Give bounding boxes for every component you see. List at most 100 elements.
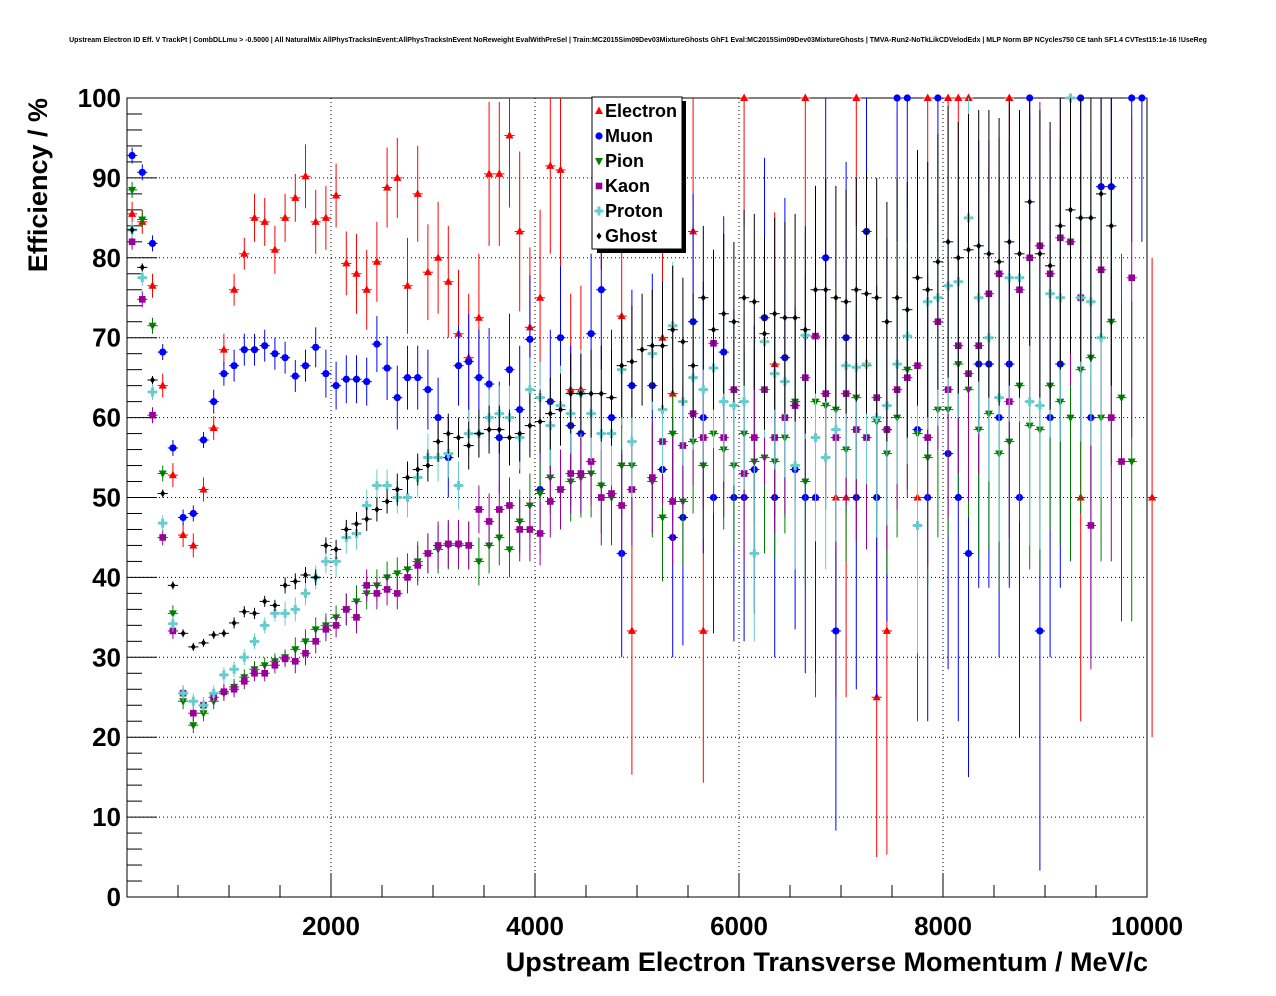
data-point — [588, 390, 594, 398]
legend-marker-ghost — [596, 232, 602, 240]
data-point — [415, 466, 421, 474]
data-point — [424, 550, 432, 557]
legend-marker-electron — [595, 106, 603, 114]
data-point — [660, 342, 665, 350]
data-point — [1128, 274, 1135, 282]
data-point — [424, 386, 432, 394]
data-point — [281, 354, 289, 362]
data-point — [241, 608, 247, 616]
data-point — [1025, 397, 1035, 407]
data-point — [741, 294, 747, 302]
data-point — [405, 474, 410, 482]
data-point — [954, 493, 962, 502]
data-point — [751, 298, 757, 306]
data-point — [731, 318, 737, 326]
data-point — [668, 430, 677, 439]
data-point — [220, 688, 228, 695]
data-point — [372, 257, 381, 265]
data-point — [404, 574, 411, 581]
data-point — [474, 558, 483, 566]
legend-box — [591, 96, 683, 250]
data-point — [240, 249, 249, 257]
data-point — [271, 661, 279, 669]
data-point — [801, 93, 810, 101]
data-point — [250, 346, 259, 354]
data-point — [749, 548, 759, 558]
data-point — [272, 601, 278, 609]
data-point — [312, 638, 319, 645]
data-point — [290, 604, 300, 614]
data-point — [1037, 250, 1043, 258]
data-point — [445, 430, 451, 438]
data-point — [954, 93, 963, 101]
data-point — [925, 286, 931, 294]
data-point — [831, 425, 841, 435]
data-point — [853, 286, 859, 294]
data-point — [252, 609, 257, 617]
data-point — [301, 171, 310, 180]
data-point — [496, 426, 502, 434]
data-point — [291, 372, 299, 380]
data-point — [456, 434, 461, 442]
data-point — [832, 627, 840, 635]
data-point — [333, 545, 339, 553]
data-point — [393, 570, 402, 578]
data-point — [128, 151, 136, 160]
data-point — [423, 267, 432, 276]
data-point — [352, 269, 361, 277]
data-point — [321, 556, 331, 566]
data-point — [536, 530, 544, 537]
data-point — [476, 430, 482, 438]
data-point — [382, 481, 392, 491]
data-point — [567, 470, 574, 477]
data-point — [843, 298, 849, 306]
legend-label-muon: Muon — [605, 126, 653, 146]
data-point — [772, 310, 778, 318]
data-point — [270, 245, 279, 253]
data-point — [425, 462, 431, 470]
data-point — [629, 358, 635, 366]
data-point — [577, 470, 585, 477]
data-point — [618, 502, 625, 509]
data-point — [598, 390, 604, 398]
data-point — [158, 518, 168, 528]
data-point — [729, 401, 739, 411]
data-point — [230, 362, 238, 370]
data-point — [505, 366, 514, 374]
legend: Electron Muon Pion Kaon Proton Ghost — [591, 96, 686, 253]
data-point — [148, 281, 157, 289]
data-point — [322, 626, 330, 633]
axis-ticks — [127, 97, 1148, 898]
data-point — [332, 190, 341, 199]
data-point — [303, 571, 308, 579]
data-point — [1088, 214, 1094, 222]
data-point — [964, 93, 973, 101]
data-point — [282, 581, 288, 589]
legend-label-pion: Pion — [605, 151, 644, 171]
data-point — [700, 294, 706, 302]
data-point — [568, 390, 574, 398]
data-point — [1148, 493, 1157, 501]
data-point — [558, 406, 563, 414]
data-point — [486, 426, 492, 434]
data-point — [517, 430, 523, 438]
data-point — [128, 209, 137, 217]
data-point — [148, 322, 157, 331]
data-point — [608, 490, 615, 497]
data-point — [1035, 401, 1045, 411]
data-point — [374, 505, 380, 513]
data-point — [342, 258, 351, 267]
data-point — [923, 93, 932, 101]
legend-marker-proton — [594, 206, 604, 216]
data-point — [1027, 198, 1033, 206]
data-point — [802, 326, 808, 334]
data-point — [364, 515, 370, 523]
data-point — [321, 213, 330, 221]
data-point — [454, 481, 463, 491]
legend-label-proton: Proton — [605, 201, 663, 221]
data-point — [547, 498, 554, 505]
data-point — [466, 442, 472, 450]
data-point — [189, 509, 197, 518]
data-point — [474, 313, 483, 321]
data-point — [199, 436, 208, 444]
